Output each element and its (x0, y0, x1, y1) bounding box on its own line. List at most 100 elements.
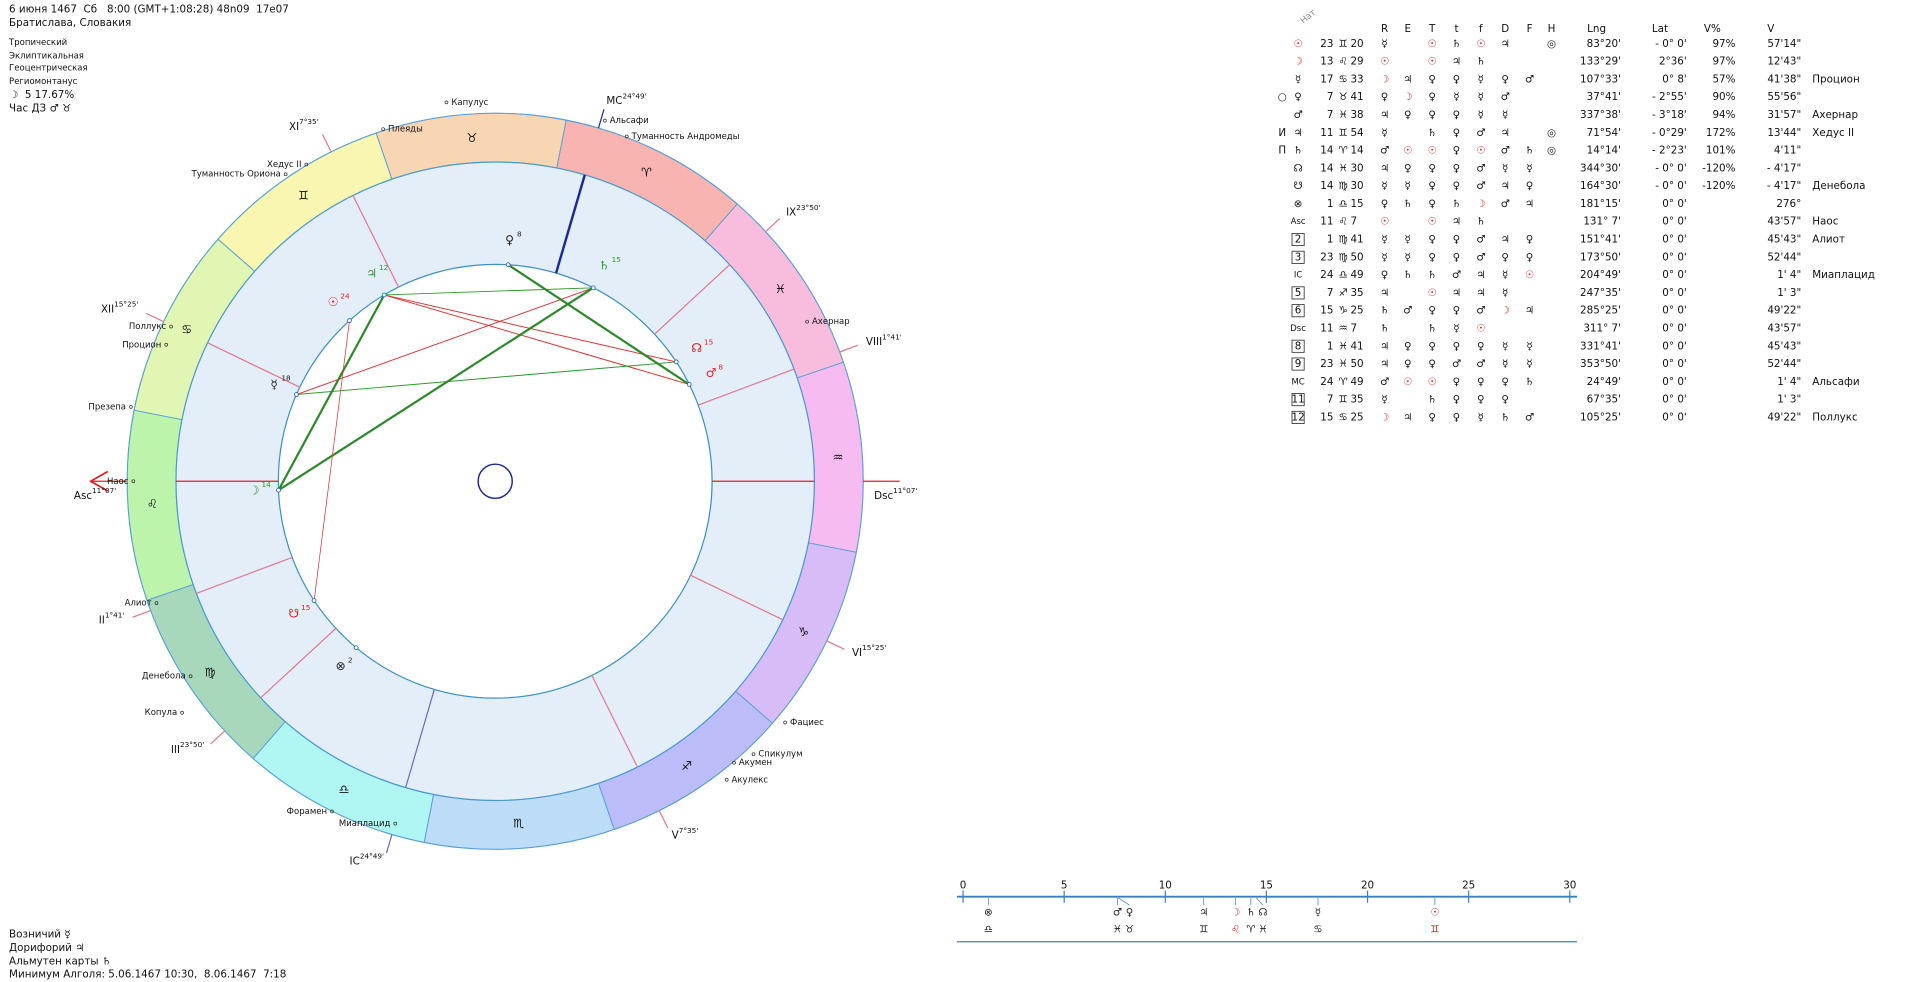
table-cell: ♀ (1428, 305, 1436, 317)
star-label: Копула (145, 708, 178, 718)
planet-point (353, 645, 359, 651)
cusp-line (352, 195, 400, 288)
star-dot (180, 710, 184, 715)
cusp-tick (765, 217, 781, 233)
table-cell: 1' 4" (1777, 269, 1801, 281)
table-cell: 181°15' (1580, 198, 1621, 210)
cusp-deg: 1°41' (105, 610, 125, 619)
table-cell: 25 (1350, 305, 1363, 317)
cusp-tick (145, 312, 164, 323)
table-cell: ☿ (1526, 340, 1532, 352)
table-cell: 247°35' (1580, 287, 1621, 299)
table-cell: 164°30' (1580, 180, 1621, 192)
table-cell: Алиот (1812, 234, 1845, 246)
star-dot (304, 162, 309, 167)
sign-glyph: ♈ (641, 165, 652, 179)
table-cell: ♈ (1339, 145, 1348, 157)
table-cell: ☋ (1294, 180, 1303, 192)
cusp-deg: 7°35' (299, 117, 319, 126)
footer-line: Альмутен карты ♄ (9, 955, 111, 967)
table-cell: -120% (1702, 162, 1735, 174)
footer-line: Возничий ☿ (9, 928, 71, 940)
table-cell: 0° 0' (1662, 269, 1686, 281)
table-cell: 14 (1320, 162, 1333, 174)
table-cell: ♎ (1339, 198, 1348, 210)
cusp-tick (385, 834, 393, 854)
cusp-line (654, 264, 731, 335)
table-cell: ☽ (1476, 198, 1485, 210)
table-cell: ○ (1278, 91, 1287, 103)
table-cell: 35 (1350, 287, 1363, 299)
table-cell: 38 (1350, 109, 1363, 121)
table-cell: ♓ (1339, 340, 1348, 352)
table-cell: ♃ (1380, 162, 1389, 174)
ruler-sign: ♊ (1430, 924, 1439, 936)
cusp-line (690, 574, 784, 621)
table-cell: 49 (1350, 269, 1363, 281)
cusp-deg: 11°07' (893, 486, 917, 495)
planet-degree: 24 (340, 291, 350, 300)
table-cell: ♀ (1294, 91, 1302, 103)
table-cell: 311° 7' (1583, 322, 1621, 334)
table-cell: ♃ (1501, 127, 1510, 139)
table-cell: ◎ (1547, 145, 1556, 157)
table-cell: Поллукс (1812, 411, 1858, 423)
table-cell: ♀ (1501, 251, 1509, 263)
table-cell: ☉ (1427, 376, 1436, 388)
planet-point (347, 318, 352, 324)
column-header: R (1381, 23, 1388, 35)
ruler-glyph: ♃ (1199, 907, 1208, 919)
date-line: 6 июня 1467 Сб 8:00 (GMT+1:08:28) 48n09 … (9, 4, 289, 16)
table-cell: ♄ (1501, 411, 1510, 423)
table-cell: Наос (1812, 216, 1838, 228)
ruler-glyph: ♄ (1246, 907, 1255, 919)
table-cell: Ахернар (1812, 109, 1858, 121)
table-cell: ☿ (1381, 38, 1387, 50)
hour: Час ДЗ ♂ ♉ (9, 102, 71, 114)
star-label: Презепа (88, 402, 126, 412)
footer-line: Минимум Алголя: 5.06.1467 10:30, 8.06.14… (9, 969, 286, 981)
star-dot (129, 405, 133, 409)
cusp-deg: 1°41' (882, 332, 902, 341)
table-cell: ♃ (1501, 234, 1510, 246)
ruler-tick-label: 10 (1159, 880, 1172, 892)
table-cell: ♀ (1453, 394, 1461, 406)
star-label: Поллукс (129, 322, 167, 332)
sign-glyph: ♎ (338, 782, 349, 796)
table-cell: 57'14" (1767, 38, 1801, 50)
table-cell: ♀ (1404, 340, 1412, 352)
cusp-label: IX23°50' (786, 203, 820, 219)
table-cell: Хедус II (1812, 127, 1854, 139)
star-label: Форамен (287, 807, 327, 817)
table-cell: - 0° 0' (1655, 38, 1687, 50)
table-cell: 7 (1350, 216, 1357, 228)
table-cell: ♄ (1427, 322, 1436, 334)
table-cell: 1 (1327, 198, 1334, 210)
table-cell: 57% (1712, 73, 1735, 85)
cusp-deg: 11°07' (92, 486, 116, 495)
ruler-sign: ♌ (1231, 924, 1240, 936)
table-cell: ♋ (1339, 411, 1348, 423)
table-cell: Процион (1812, 73, 1860, 85)
table-cell: 7 (1350, 322, 1357, 334)
table-cell: ☿ (1502, 358, 1508, 370)
ruler-glyph: ☽ (1231, 907, 1240, 919)
table-cell: ♂ (1501, 91, 1510, 103)
table-cell: ♂ (1476, 180, 1485, 192)
table-cell: ☉ (1476, 322, 1485, 334)
table-cell: ♃ (1293, 127, 1302, 139)
table-cell: - 0° 0' (1655, 162, 1687, 174)
center-circle (477, 463, 513, 500)
table-cell: ☽ (1293, 56, 1302, 68)
planet-point (311, 598, 317, 603)
star-dot (164, 342, 169, 347)
table-cell: 17 (1320, 73, 1333, 85)
ruler-glyph: ♀ (1126, 907, 1134, 919)
star-label: Спикулум (758, 750, 802, 760)
table-cell: ♄ (1476, 216, 1485, 228)
planet-glyph: ♃ (366, 267, 377, 281)
table-cell: ☉ (1427, 56, 1436, 68)
planet-point (673, 359, 679, 365)
table-cell: 1 (1327, 340, 1334, 352)
